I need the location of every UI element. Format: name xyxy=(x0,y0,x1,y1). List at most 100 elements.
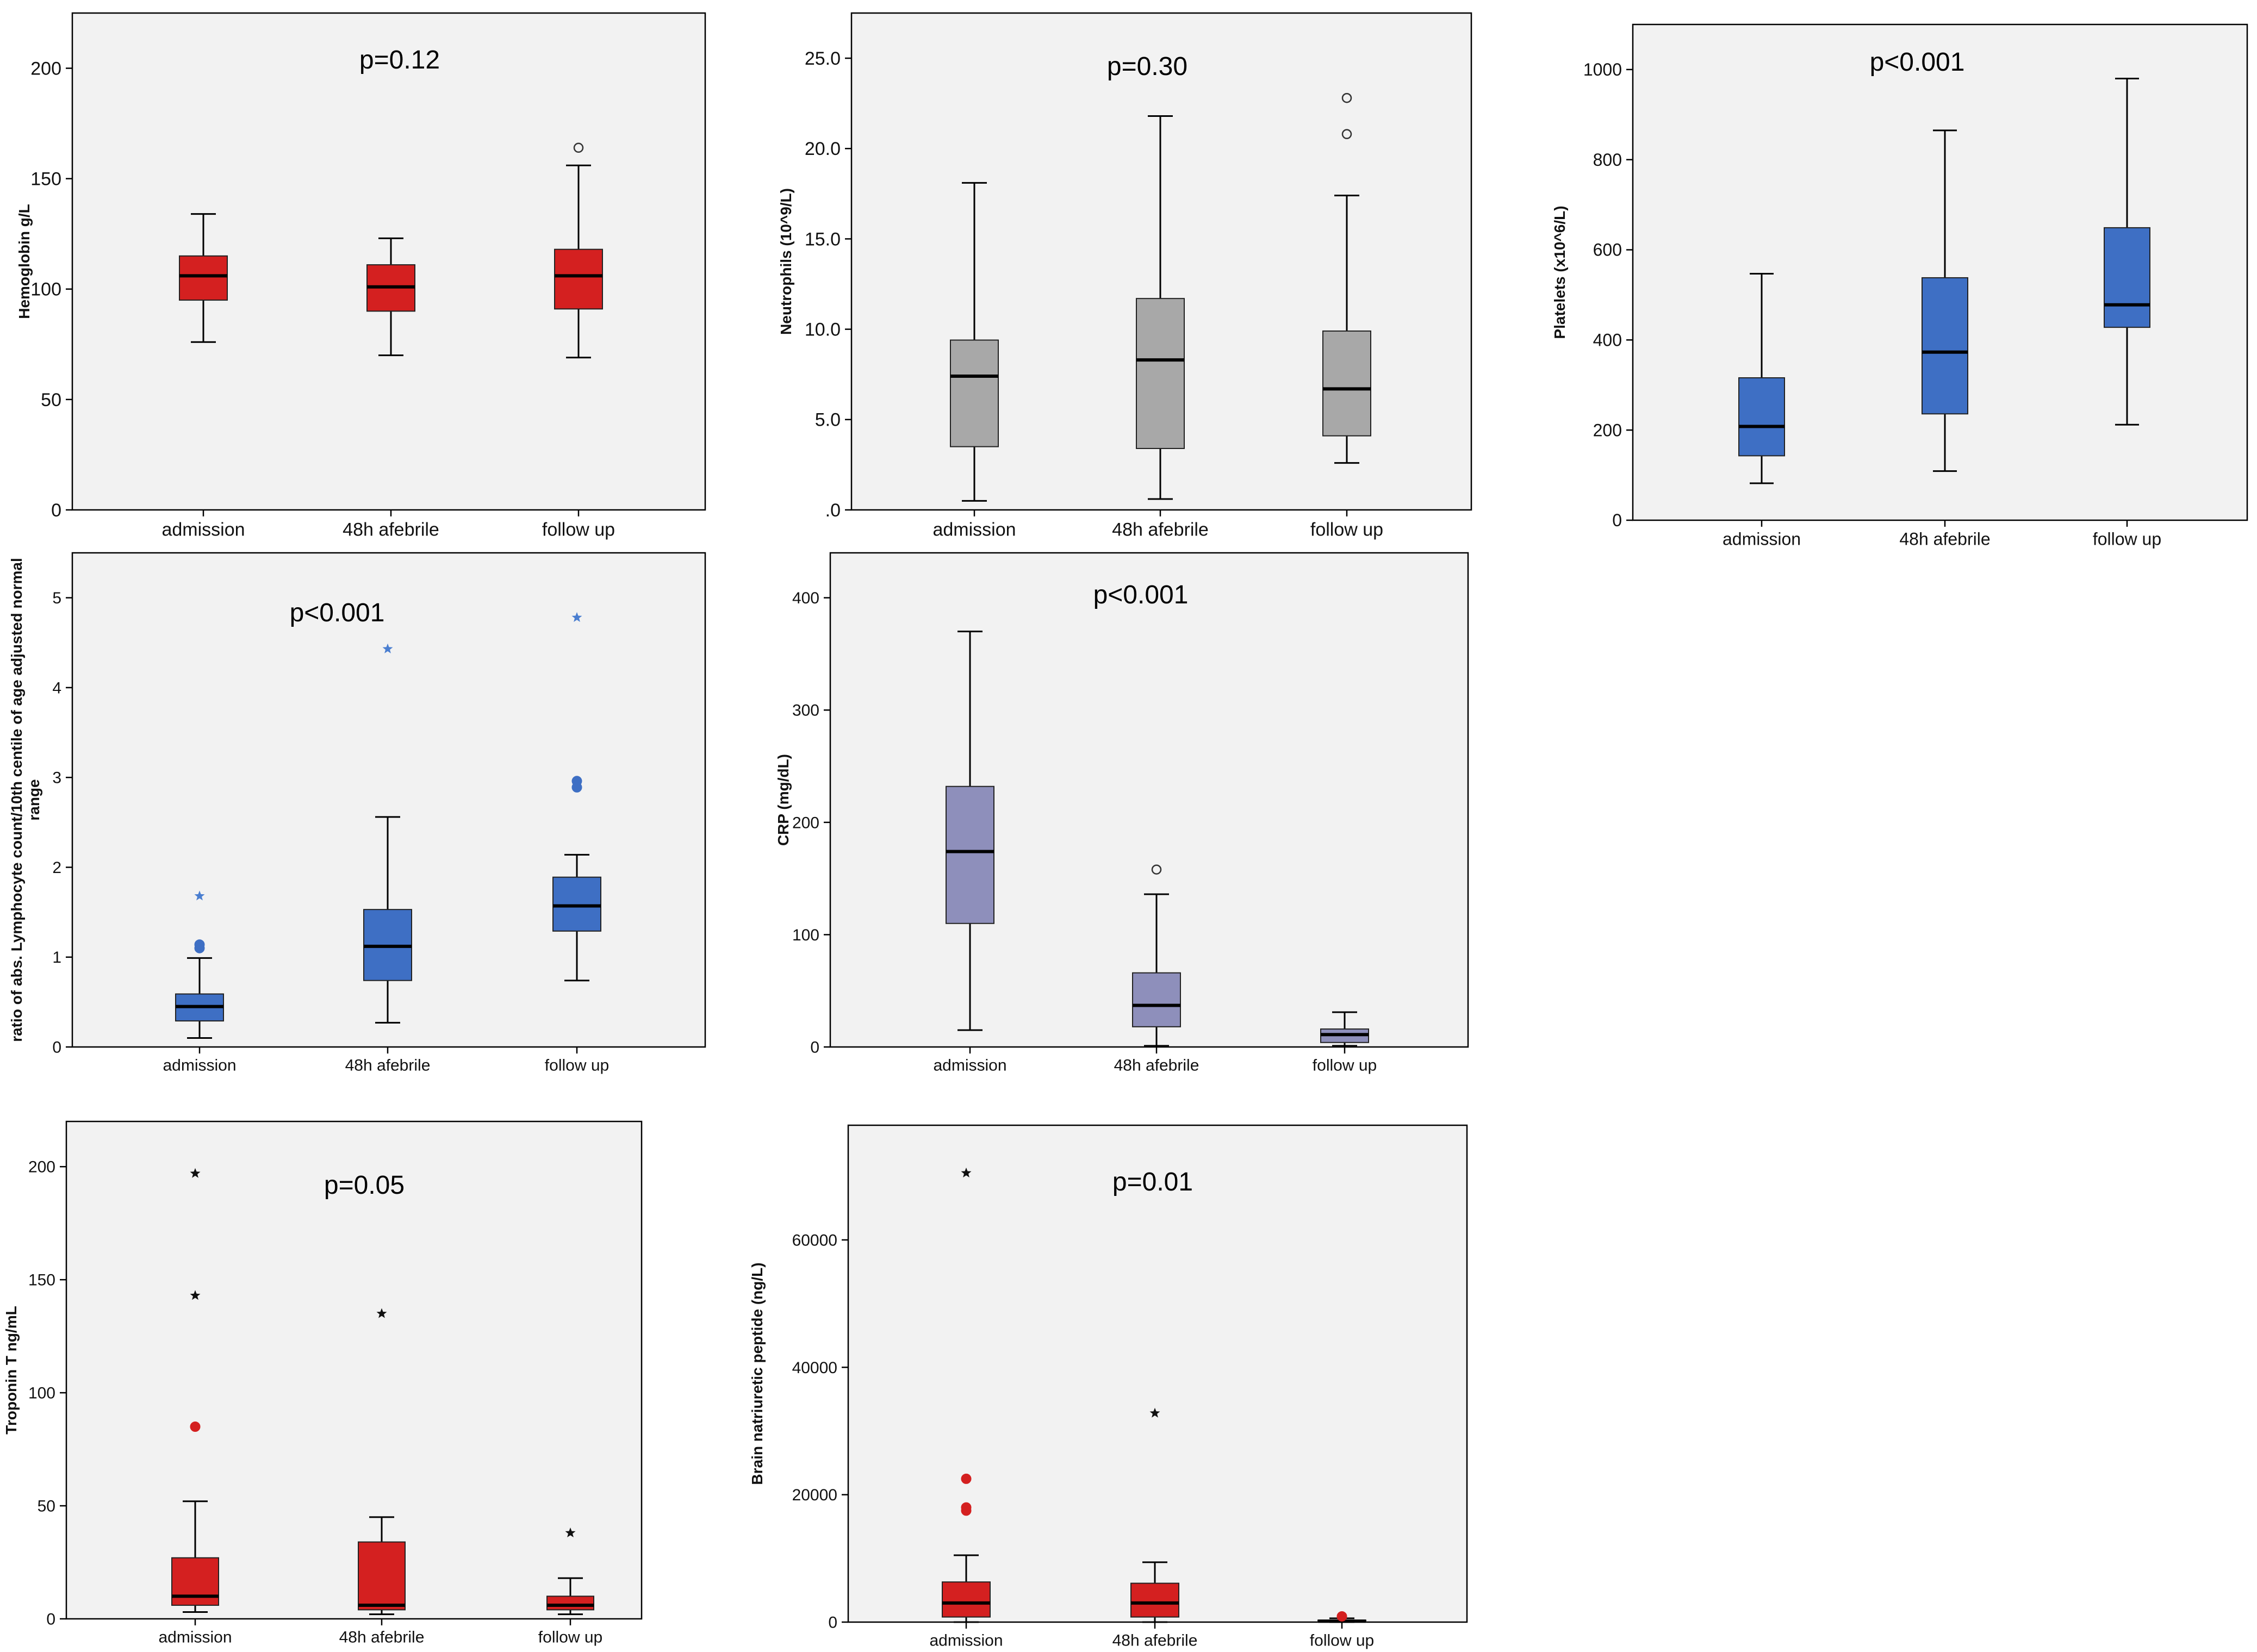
crp-category-label: follow up xyxy=(1313,1057,1377,1075)
lymphocyte-ratio-box-1 xyxy=(175,890,224,1039)
outlier-dot xyxy=(194,939,205,950)
neutrophils-ytick-label: 10.0 xyxy=(805,320,841,340)
iqr-box xyxy=(950,339,999,447)
bnp-panel: 0 20000 40000 60000 admission 48h afebrile fol… xyxy=(749,1124,1468,1650)
outlier-star xyxy=(382,643,393,653)
platelets-panel: 0 200 400 600 800 1000 admission 48h afebrile fo… xyxy=(1551,23,2248,549)
iqr-box xyxy=(1322,330,1371,437)
iqr-box xyxy=(1922,277,1968,415)
iqr-box xyxy=(2104,227,2150,328)
bnp-category-label: 48h afebrile xyxy=(1112,1632,1198,1650)
lymphocyte-ratio-box-2 xyxy=(363,643,412,1024)
outlier-star xyxy=(565,1528,576,1537)
crp-ytick-label: 300 xyxy=(792,702,819,720)
lymphocyte-ratio-ytick-label: 1 xyxy=(52,949,61,967)
outlier-star xyxy=(961,1167,972,1177)
platelets-box-1 xyxy=(1738,272,1785,484)
troponin-plot-area xyxy=(65,1120,643,1620)
crp-ytick-label: 0 xyxy=(810,1039,819,1057)
neutrophils-title: p=0.30 xyxy=(1107,52,1187,81)
troponin-box-2 xyxy=(358,1308,406,1616)
hemoglobin-ytick-label: 100 xyxy=(30,279,61,300)
hemoglobin-title: p=0.12 xyxy=(359,46,440,74)
lymphocyte-ratio-ytick-label: 3 xyxy=(52,769,61,787)
platelets-ytick-label: 1000 xyxy=(1583,60,1622,79)
hemoglobin-ytick-label: 0 xyxy=(51,500,61,521)
hemoglobin-ytick-label: 150 xyxy=(30,169,61,190)
crp-panel: 0 100 200 300 400 admission 48h afebrile follow… xyxy=(775,552,1469,1075)
iqr-box xyxy=(179,255,228,301)
platelets-ytick-label: 200 xyxy=(1593,420,1622,440)
iqr-box xyxy=(946,786,994,924)
neutrophils-box-1 xyxy=(950,182,999,502)
hemoglobin-category-label: follow up xyxy=(542,520,615,540)
lymphocyte-ratio-box-3 xyxy=(552,612,601,982)
lymphocyte-ratio-category-label: 48h afebrile xyxy=(345,1057,431,1075)
outlier-star xyxy=(194,890,205,901)
neutrophils-ylabel: Neutrophils (10^9/L) xyxy=(778,188,794,335)
iqr-box xyxy=(1136,298,1185,449)
outlier-circle xyxy=(1151,864,1162,875)
crp-box-1 xyxy=(946,631,994,1031)
troponin-category-label: admission xyxy=(158,1629,232,1647)
crp-box-3 xyxy=(1320,1011,1369,1047)
crp-ytick-label: 400 xyxy=(792,589,819,607)
lymphocyte-ratio-category-label: admission xyxy=(163,1057,236,1075)
outlier-dot xyxy=(1336,1611,1347,1622)
neutrophils-ytick-label: 5.0 xyxy=(815,410,841,431)
platelets-title: p<0.001 xyxy=(1870,48,1965,77)
iqr-box xyxy=(1132,972,1181,1027)
hemoglobin-ytick-label: 50 xyxy=(41,390,61,410)
troponin-title: p=0.05 xyxy=(324,1171,405,1200)
neutrophils-box-3 xyxy=(1322,92,1371,464)
bnp-category-label: admission xyxy=(929,1632,1003,1650)
platelets-box-2 xyxy=(1922,129,1968,472)
crp-ylabel: CRP (mg/dL) xyxy=(775,754,792,846)
outlier-dot xyxy=(961,1502,972,1513)
platelets-ylabel: Platelets (x10^6/L) xyxy=(1551,205,1568,339)
platelets-category-label: 48h afebrile xyxy=(1899,529,1990,549)
troponin-ytick-label: 50 xyxy=(38,1498,55,1516)
iqr-box xyxy=(942,1581,991,1618)
iqr-box xyxy=(1130,1582,1179,1618)
hemoglobin-category-label: admission xyxy=(161,520,245,540)
outlier-dot xyxy=(571,776,582,787)
bnp-category-label: follow up xyxy=(1310,1632,1374,1650)
platelets-ytick-label: 400 xyxy=(1593,331,1622,350)
neutrophils-category-label: admission xyxy=(932,520,1016,540)
bnp-title: p=0.01 xyxy=(1112,1168,1193,1196)
platelets-box-3 xyxy=(2104,77,2150,426)
iqr-box xyxy=(554,248,603,310)
bnp-ytick-label: 60000 xyxy=(792,1231,837,1249)
platelets-category-label: admission xyxy=(1723,529,1801,549)
troponin-ylabel: Troponin T ng/mL xyxy=(3,1306,20,1434)
lymphocyte-ratio-ytick-label: 5 xyxy=(52,589,61,607)
troponin-box-3 xyxy=(546,1528,594,1616)
outlier-star xyxy=(190,1290,201,1300)
lymphocyte-ratio-panel: 0 1 2 3 4 5 admission 48h afebrile follow up p<0.… xyxy=(8,552,706,1075)
crp-category-label: 48h afebrile xyxy=(1114,1057,1199,1075)
iqr-box xyxy=(171,1557,219,1606)
hemoglobin-box-3 xyxy=(554,142,603,359)
hemoglobin-panel: 0 50 100 150 200 admission 48h afebrile follow … xyxy=(16,12,706,540)
troponin-ytick-label: 150 xyxy=(28,1271,55,1289)
hemoglobin-plot-area xyxy=(71,12,706,511)
lymphocyte-ratio-ytick-label: 2 xyxy=(52,859,61,877)
troponin-category-label: 48h afebrile xyxy=(339,1629,425,1647)
neutrophils-ytick-label: 25.0 xyxy=(805,48,841,69)
neutrophils-panel: .0 5.0 10.0 15.0 20.0 25.0 admission 48h afebri… xyxy=(778,12,1472,540)
lymphocyte-ratio-ylabel-line: range xyxy=(26,779,42,820)
outlier-star xyxy=(190,1168,201,1178)
neutrophils-ytick-label: 15.0 xyxy=(805,229,841,250)
hemoglobin-box-1 xyxy=(179,213,228,343)
crp-ytick-label: 200 xyxy=(792,814,819,832)
outlier-circle xyxy=(573,142,584,153)
bnp-ytick-label: 40000 xyxy=(792,1359,837,1377)
hemoglobin-ytick-label: 200 xyxy=(30,58,61,79)
crp-ytick-label: 100 xyxy=(792,926,819,944)
platelets-category-label: follow up xyxy=(2093,529,2161,549)
troponin-ytick-label: 200 xyxy=(28,1158,55,1176)
outlier-dot xyxy=(190,1421,201,1432)
iqr-box xyxy=(358,1541,406,1611)
bnp-box-1 xyxy=(942,1167,991,1623)
